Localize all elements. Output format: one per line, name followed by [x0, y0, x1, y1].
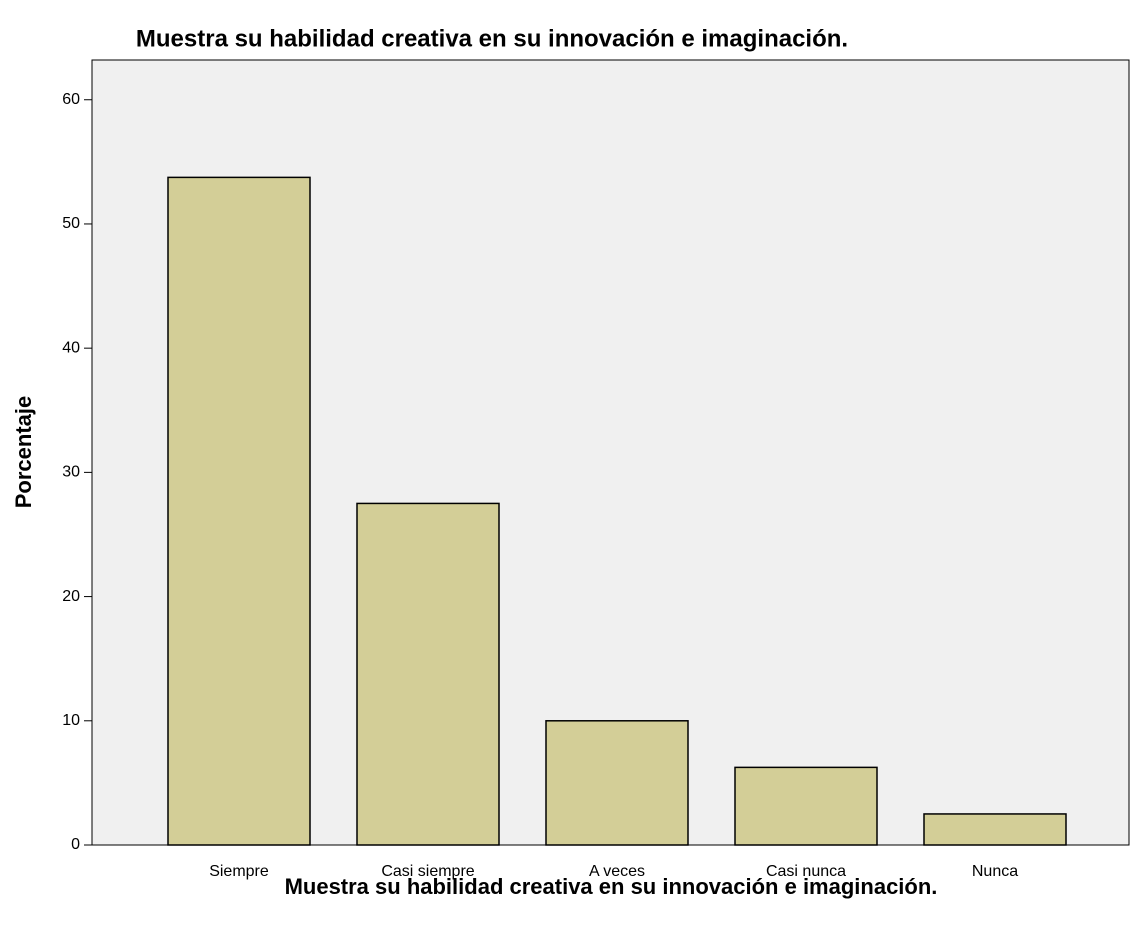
bar [923, 813, 1067, 846]
y-tick-label: 0 [71, 836, 80, 853]
bar [167, 176, 311, 846]
bar [734, 766, 878, 846]
x-tick-label: Nunca [972, 863, 1018, 880]
y-tick-label: 50 [62, 215, 80, 232]
y-tick-label: 40 [62, 339, 80, 356]
chart-title: Muestra su habilidad creativa en su inno… [136, 25, 848, 52]
y-tick-label: 30 [62, 464, 80, 481]
bar [545, 720, 689, 846]
y-tick-label: 60 [62, 91, 80, 108]
x-tick-label: A veces [589, 863, 645, 880]
bar [356, 502, 500, 846]
x-axis-title: Muestra su habilidad creativa en su inno… [285, 874, 938, 899]
y-tick-label: 20 [62, 588, 80, 605]
y-axis-title: Porcentaje [11, 396, 36, 509]
x-tick-label: Casi siempre [381, 863, 474, 880]
x-tick-label: Siempre [209, 863, 269, 880]
y-tick-label: 10 [62, 712, 80, 729]
x-tick-label: Casi nunca [766, 863, 846, 880]
